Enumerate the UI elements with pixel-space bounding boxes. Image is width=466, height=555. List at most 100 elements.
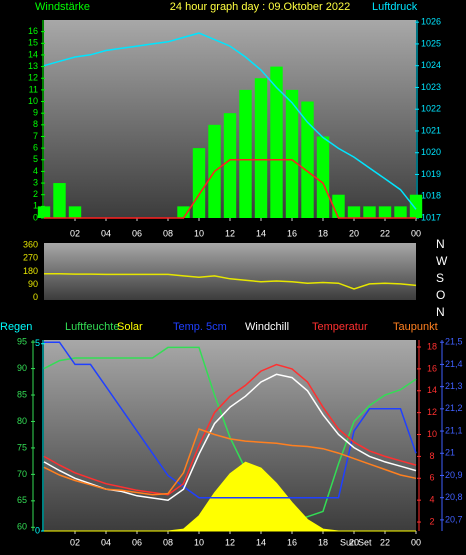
tick-label: 1023 bbox=[421, 82, 441, 92]
x-tick-label: 00 bbox=[411, 537, 421, 547]
bar bbox=[270, 66, 283, 219]
tick-label: 7 bbox=[33, 131, 38, 141]
tick-label: 21,2 bbox=[445, 403, 463, 413]
tick-label: 6 bbox=[429, 473, 434, 483]
x-tick-label: 02 bbox=[70, 537, 80, 547]
line bbox=[44, 272, 417, 290]
x-tick-label: 02 bbox=[70, 228, 80, 238]
bar bbox=[363, 206, 376, 218]
legend-entry: Regen bbox=[0, 321, 32, 333]
tick-label: 21,4 bbox=[445, 359, 463, 369]
bar bbox=[53, 183, 66, 218]
x-tick-label: 08 bbox=[163, 537, 173, 547]
tick-label: 90 bbox=[28, 279, 38, 289]
x-tick-label: 10 bbox=[194, 228, 204, 238]
tick-label: W bbox=[436, 254, 448, 268]
tick-label: 1020 bbox=[421, 147, 441, 157]
tick-label: 8 bbox=[33, 119, 38, 129]
tick-label: 20,8 bbox=[445, 492, 463, 502]
tick-label: 65 bbox=[17, 495, 27, 505]
tick-label: 14 bbox=[28, 49, 38, 59]
x-tick-label: 16 bbox=[287, 537, 297, 547]
tick-label: 95 bbox=[17, 336, 27, 346]
tick-label: 1021 bbox=[421, 125, 441, 135]
tick-label: 16 bbox=[427, 363, 437, 373]
x-tick-label: 06 bbox=[132, 228, 142, 238]
tick-label: 4 bbox=[429, 495, 434, 505]
x-tick-label: 12 bbox=[225, 228, 235, 238]
tick-label: 5 bbox=[35, 338, 40, 348]
bar bbox=[37, 206, 51, 218]
tick-label: 9 bbox=[33, 108, 38, 118]
legend-entry: Temp. 5cm bbox=[173, 321, 227, 333]
x-tick-label: 18 bbox=[318, 537, 328, 547]
tick-label: 0 bbox=[33, 212, 38, 222]
line bbox=[43, 32, 417, 210]
tick-label: S bbox=[436, 271, 444, 285]
bar bbox=[192, 148, 206, 218]
tick-label: 360 bbox=[23, 240, 38, 250]
y-axis-title: Windstärke bbox=[35, 1, 90, 13]
tick-label: 21,5 bbox=[445, 337, 463, 347]
tick-label: 0 bbox=[35, 525, 40, 535]
legend-entry: Solar bbox=[117, 321, 143, 333]
y2-axis-title: Luftdruck bbox=[372, 1, 418, 13]
tick-label: 8 bbox=[429, 451, 434, 461]
tick-label: 1024 bbox=[421, 60, 441, 70]
tick-label: 6 bbox=[33, 142, 38, 152]
tick-label: 15 bbox=[28, 38, 38, 48]
tick-label: 70 bbox=[17, 469, 27, 479]
tick-label: N bbox=[436, 305, 445, 319]
bar bbox=[347, 206, 361, 218]
tick-label: 20,9 bbox=[445, 470, 463, 480]
bar bbox=[177, 206, 190, 218]
tick-label: 90 bbox=[17, 363, 27, 373]
tick-label: 1018 bbox=[421, 191, 441, 201]
bar bbox=[301, 101, 314, 218]
tick-label: 2 bbox=[33, 189, 38, 199]
tick-label: 10 bbox=[28, 96, 38, 106]
tick-label: 14 bbox=[427, 385, 437, 395]
line bbox=[44, 341, 417, 499]
tick-label: 85 bbox=[17, 389, 27, 399]
tick-label: 21 bbox=[445, 448, 455, 458]
bar bbox=[285, 89, 299, 218]
x-tick-label: 04 bbox=[101, 228, 111, 238]
tick-label: 1017 bbox=[421, 212, 441, 222]
tick-label: 5 bbox=[33, 154, 38, 164]
tick-label: 4 bbox=[33, 166, 38, 176]
bar bbox=[68, 206, 82, 218]
x-tick-label: 00 bbox=[411, 228, 421, 238]
bar bbox=[332, 194, 345, 218]
tick-label: 1025 bbox=[421, 38, 441, 48]
tick-label: 21,3 bbox=[445, 381, 463, 391]
tick-label: 10 bbox=[427, 429, 437, 439]
x-tick-label: 12 bbox=[225, 537, 235, 547]
x-tick-label: 22 bbox=[380, 228, 390, 238]
x-tick-label: 06 bbox=[132, 537, 142, 547]
line bbox=[43, 428, 417, 496]
tick-label: 18 bbox=[427, 341, 437, 351]
bar bbox=[394, 206, 407, 218]
x-tick-label: 20 bbox=[349, 228, 359, 238]
tick-label: 3 bbox=[33, 177, 38, 187]
tick-label: 12 bbox=[427, 407, 437, 417]
tick-label: 11 bbox=[29, 84, 38, 94]
legend-entry: Temperatur bbox=[312, 321, 368, 333]
tick-label: 1022 bbox=[421, 104, 441, 114]
x-tick-label: 08 bbox=[163, 228, 173, 238]
tick-label: 21,1 bbox=[445, 425, 463, 435]
tick-label: N bbox=[436, 237, 445, 251]
x-tick-label: 04 bbox=[101, 537, 111, 547]
tick-label: 0 bbox=[33, 292, 38, 302]
x-tick-label: 20 bbox=[349, 537, 359, 547]
tick-label: 16 bbox=[28, 26, 38, 36]
bar bbox=[378, 206, 392, 218]
tick-label: 60 bbox=[17, 522, 27, 532]
x-tick-label: 14 bbox=[256, 537, 266, 547]
bar bbox=[254, 78, 268, 218]
chart-title: 24 hour graph day : 09.Oktober 2022 bbox=[170, 1, 350, 13]
legend-entry: Taupunkt bbox=[393, 321, 438, 333]
bar bbox=[316, 136, 330, 218]
